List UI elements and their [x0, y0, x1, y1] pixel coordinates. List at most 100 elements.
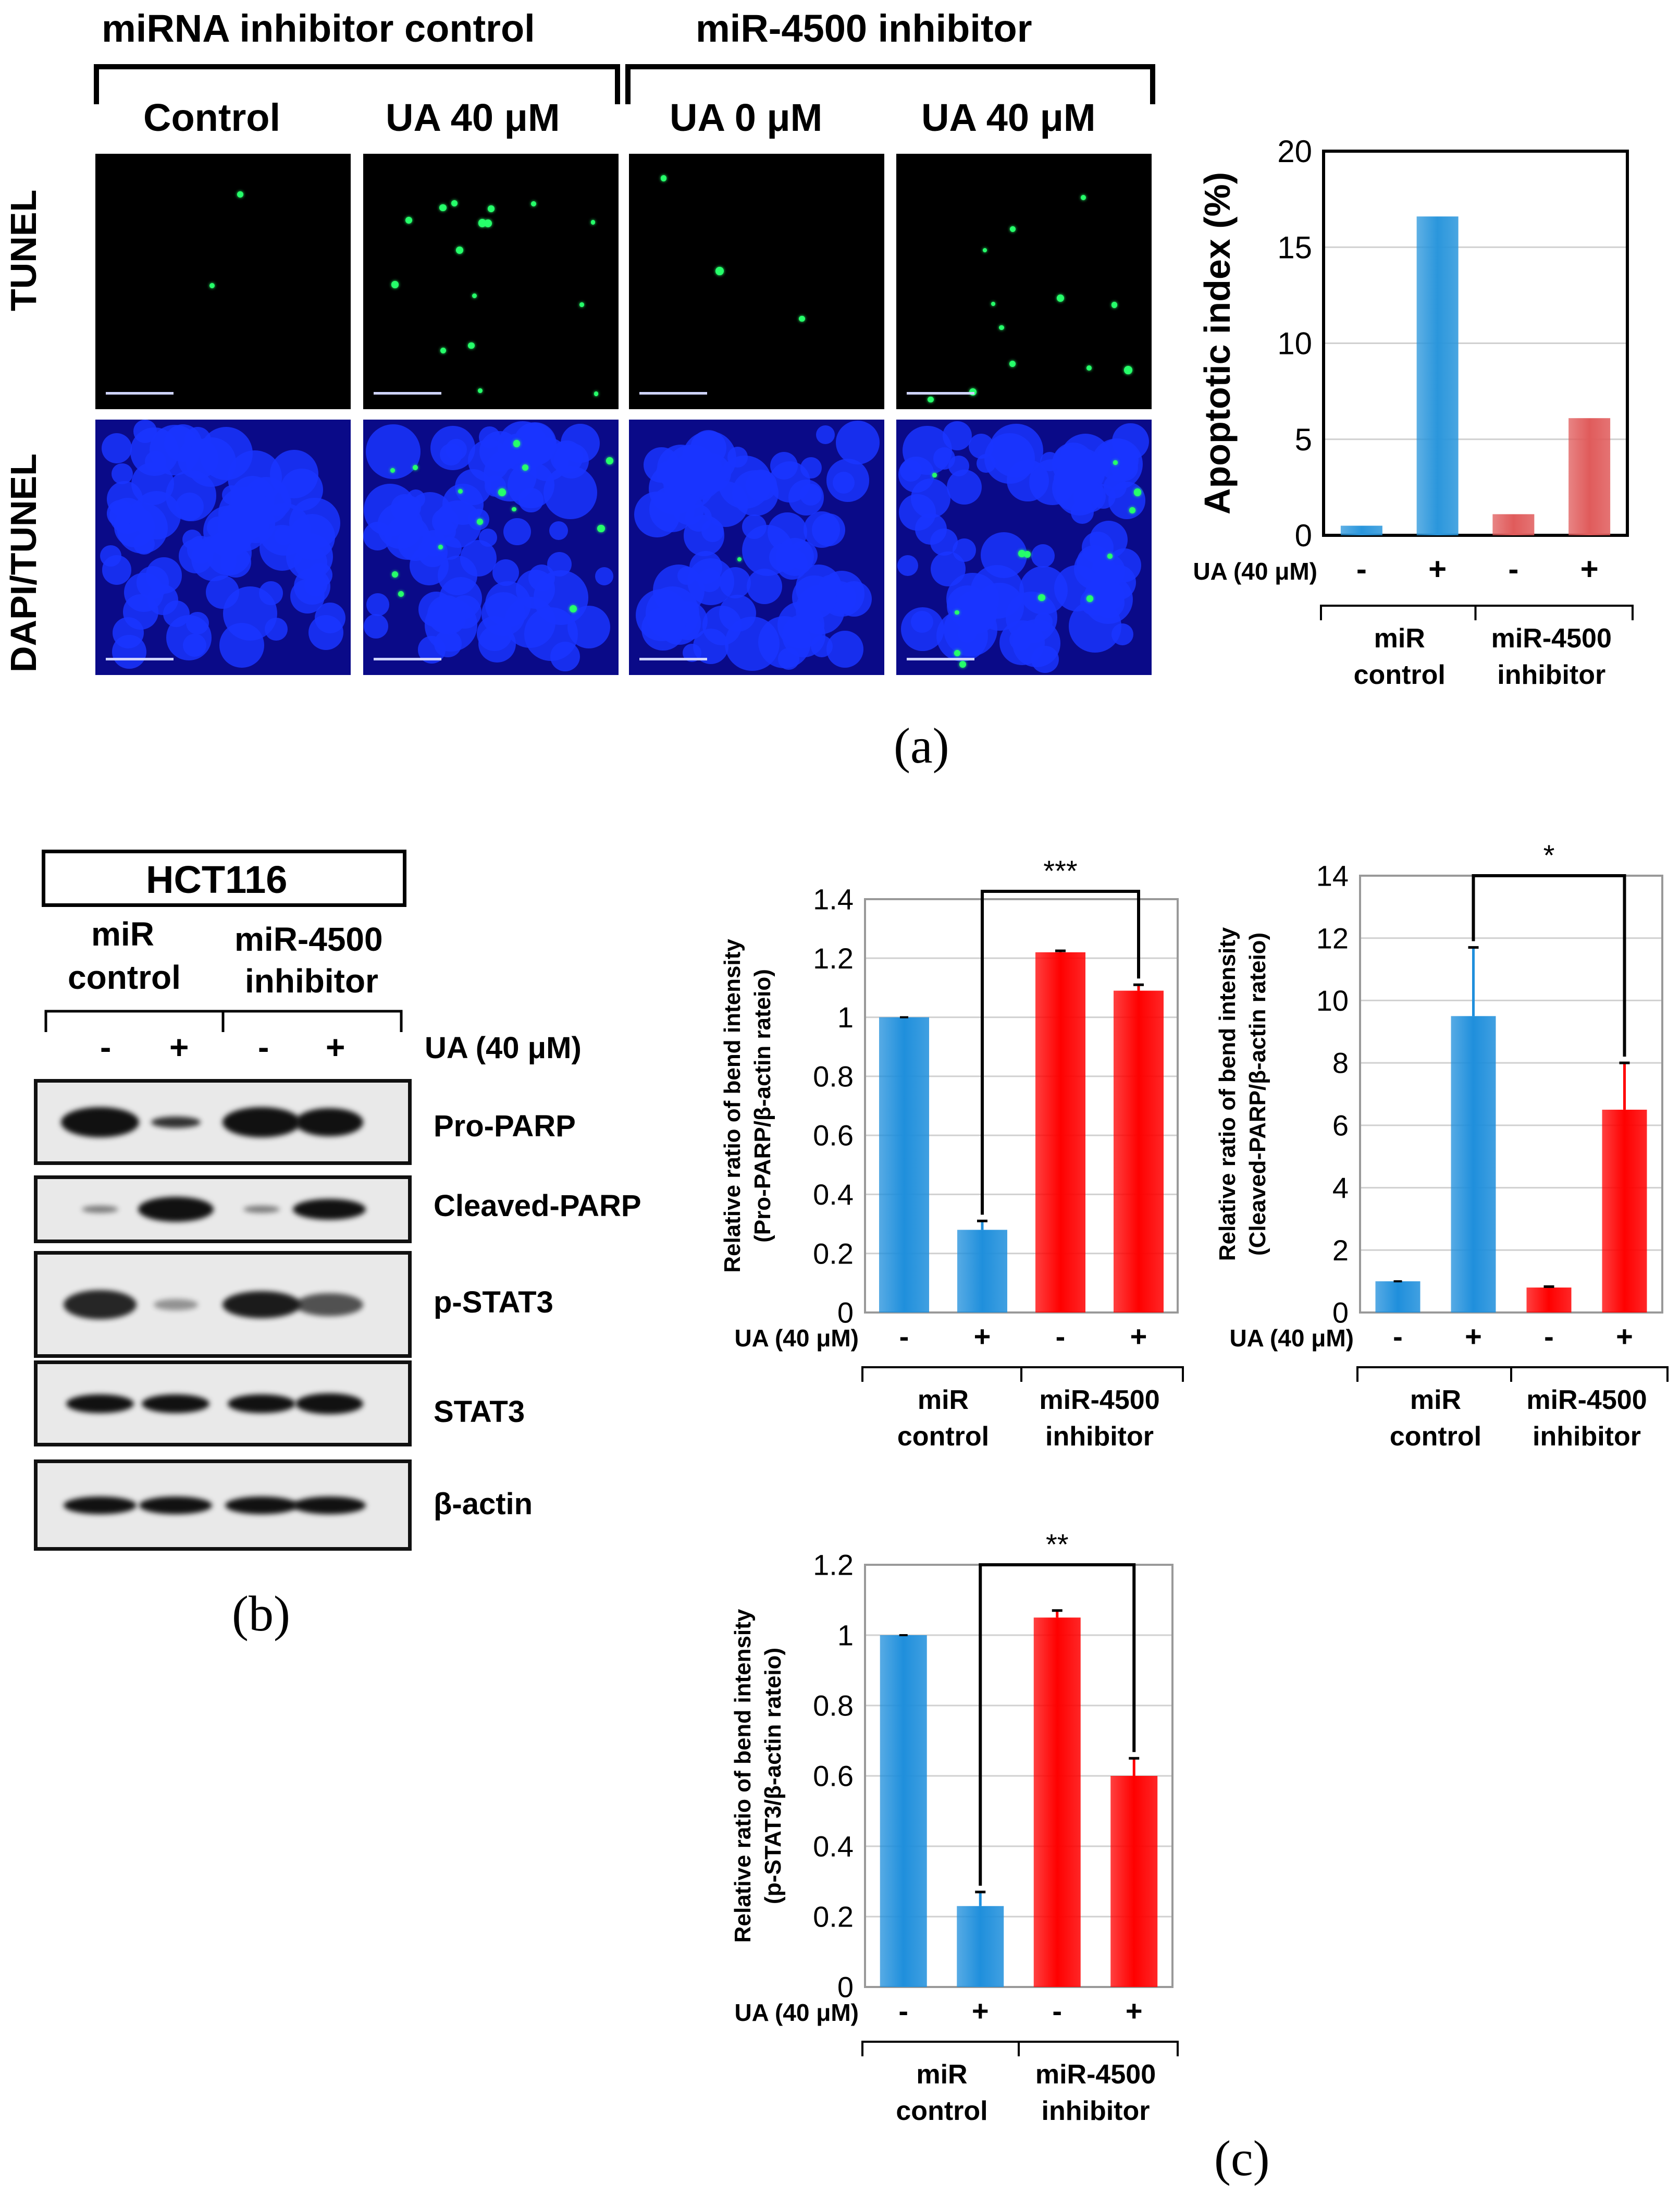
bar-3: [1526, 1287, 1572, 1312]
y-tick-label: 4: [1332, 1171, 1349, 1204]
pro-parp-chart: 0 0.2 0.4 0.6 0.8 1 1.2 1.4 Relative ratio of be…: [720, 854, 1184, 1452]
blot-label-stat3: STAT3: [434, 1395, 525, 1429]
significance-bracket: [981, 890, 1140, 1215]
bar-4: [1114, 990, 1164, 1312]
treatment-sign: -: [1544, 1320, 1554, 1353]
blot-strip-3: [34, 1251, 412, 1358]
treatment-sign: +: [1428, 551, 1447, 586]
bar-1: [1375, 1281, 1420, 1312]
treatment-sign: +: [974, 1320, 991, 1353]
group-label-mir-control-2: control: [68, 959, 181, 996]
bar-4: [1110, 1776, 1158, 1987]
bar-2: [1416, 216, 1459, 535]
bar-1: [879, 1017, 929, 1312]
y-axis-label: Apoptotic index (%): [1197, 172, 1238, 514]
blot-band: [243, 1206, 280, 1213]
bar-1: [1340, 525, 1382, 535]
y-tick-label: 1: [837, 1619, 854, 1652]
blot-band: [153, 1298, 198, 1310]
group-label: inhibitor: [1533, 1421, 1641, 1452]
row-label-dapi-tunel: DAPI/TUNEL: [3, 453, 44, 672]
y-tick-label: 1.4: [813, 883, 854, 916]
blot-band: [66, 1394, 134, 1413]
panel-b-letter: (b): [232, 1586, 290, 1641]
significance-label: ***: [1043, 854, 1077, 887]
treatment-sign: -: [1393, 1320, 1403, 1353]
blot-band: [293, 1199, 366, 1220]
blot-band: [82, 1206, 118, 1213]
y-tick-label: 1: [837, 1001, 854, 1034]
tunel-image-3: [629, 154, 884, 409]
plot-frame: [864, 898, 1179, 1314]
group-label: inhibitor: [1045, 1421, 1154, 1452]
treatment-sign: +: [1465, 1320, 1482, 1353]
group-label-mir4500-1: miR-4500: [234, 921, 383, 958]
blot-label-p-stat3: p-STAT3: [434, 1285, 553, 1319]
blot-label-pro-parp: Pro-PARP: [434, 1109, 576, 1143]
y-axis-label: (Cleaved-PARP/β-actin rateio): [1245, 933, 1270, 1256]
blot-band: [151, 1116, 201, 1128]
treatment-sign: -: [1056, 1320, 1066, 1353]
tunel-image-4: [896, 154, 1152, 409]
y-tick-label: 0: [837, 1971, 854, 2004]
blot-brackets: [44, 1010, 403, 1032]
blot-band: [295, 1393, 363, 1414]
group-label: miR: [916, 2059, 967, 2090]
y-tick-label: 0.2: [813, 1900, 854, 1933]
y-tick-label: 0.6: [813, 1760, 854, 1793]
significance-label: **: [1046, 1528, 1069, 1561]
dapi-tunel-image-1: [95, 420, 351, 675]
y-tick-label: 0: [1295, 518, 1312, 553]
blot-label-beta-actin: β-actin: [434, 1487, 533, 1521]
significance-label: *: [1543, 839, 1555, 872]
y-axis-label: Relative ratio of bend intensity: [730, 1609, 756, 1943]
group-bracket: [861, 1366, 1184, 1382]
blot-strip-2: [34, 1175, 412, 1243]
y-tick-label: 0: [1332, 1296, 1349, 1329]
y-tick-label: 6: [1332, 1109, 1349, 1142]
cell-line-label: HCT116: [146, 858, 288, 901]
y-axis-label: Relative ratio of bend intensity: [720, 939, 745, 1273]
group-brackets: [94, 64, 1155, 104]
blot-band: [293, 1496, 366, 1514]
group-label-mir4500-inhibitor: miR-4500 inhibitor: [696, 7, 1032, 50]
group-label: miR-4500: [1526, 1385, 1647, 1415]
y-tick-label: 8: [1332, 1047, 1349, 1080]
group-label: miR-4500: [1491, 623, 1612, 654]
y-tick-label: 0: [837, 1296, 854, 1329]
group-label: miR-4500: [1039, 1385, 1159, 1415]
y-tick-label: 0.2: [813, 1237, 854, 1270]
plot-frame: [1322, 150, 1629, 537]
blot-band: [295, 1108, 363, 1136]
group-label-mir4500-2: inhibitor: [245, 962, 378, 1000]
treatment-label: UA (40 μM): [1229, 1324, 1354, 1352]
tunel-image-1: [95, 154, 351, 409]
tunel-image-2: [363, 154, 619, 409]
p-stat3-chart: 0 0.2 0.4 0.6 0.8 1 1.2 Relative ratio of bend …: [730, 1528, 1179, 2126]
lane-sign-2: +: [169, 1028, 189, 1066]
treatment-sign: -: [1508, 551, 1518, 586]
y-axis-label: Relative ratio of bend intensity: [1215, 927, 1240, 1261]
bar-1: [880, 1635, 927, 1987]
group-label: inhibitor: [1042, 2096, 1150, 2126]
y-axis-label: (p-STAT3/β-actin rateio): [760, 1648, 786, 1904]
treatment-label: UA (40 μM): [1193, 558, 1317, 585]
treatment-sign: -: [898, 1994, 908, 2027]
group-bracket: [861, 2041, 1179, 2056]
group-label: miR-4500: [1035, 2059, 1156, 2090]
y-tick-label: 2: [1332, 1234, 1349, 1267]
treatment-sign: +: [1130, 1320, 1147, 1353]
y-tick-label: 0.4: [813, 1830, 854, 1863]
col-label-ua40-a: UA 40 μM: [386, 96, 560, 139]
y-tick-label: 14: [1316, 860, 1349, 892]
significance-bracket: [979, 1563, 1136, 1886]
blot-band: [64, 1496, 137, 1514]
y-tick-label: 0.6: [813, 1119, 854, 1152]
group-bracket: [1320, 605, 1634, 620]
lane-sign-1: -: [100, 1028, 112, 1066]
lane-sign-4: +: [326, 1028, 345, 1066]
lane-sign-3: -: [258, 1028, 269, 1066]
bar-3: [1033, 1617, 1081, 1987]
apoptotic-index-chart: 0 5 10 15 20 Apoptotic index (%) UA (40 μM) - + -…: [1193, 134, 1634, 690]
y-tick-label: 15: [1277, 230, 1312, 265]
